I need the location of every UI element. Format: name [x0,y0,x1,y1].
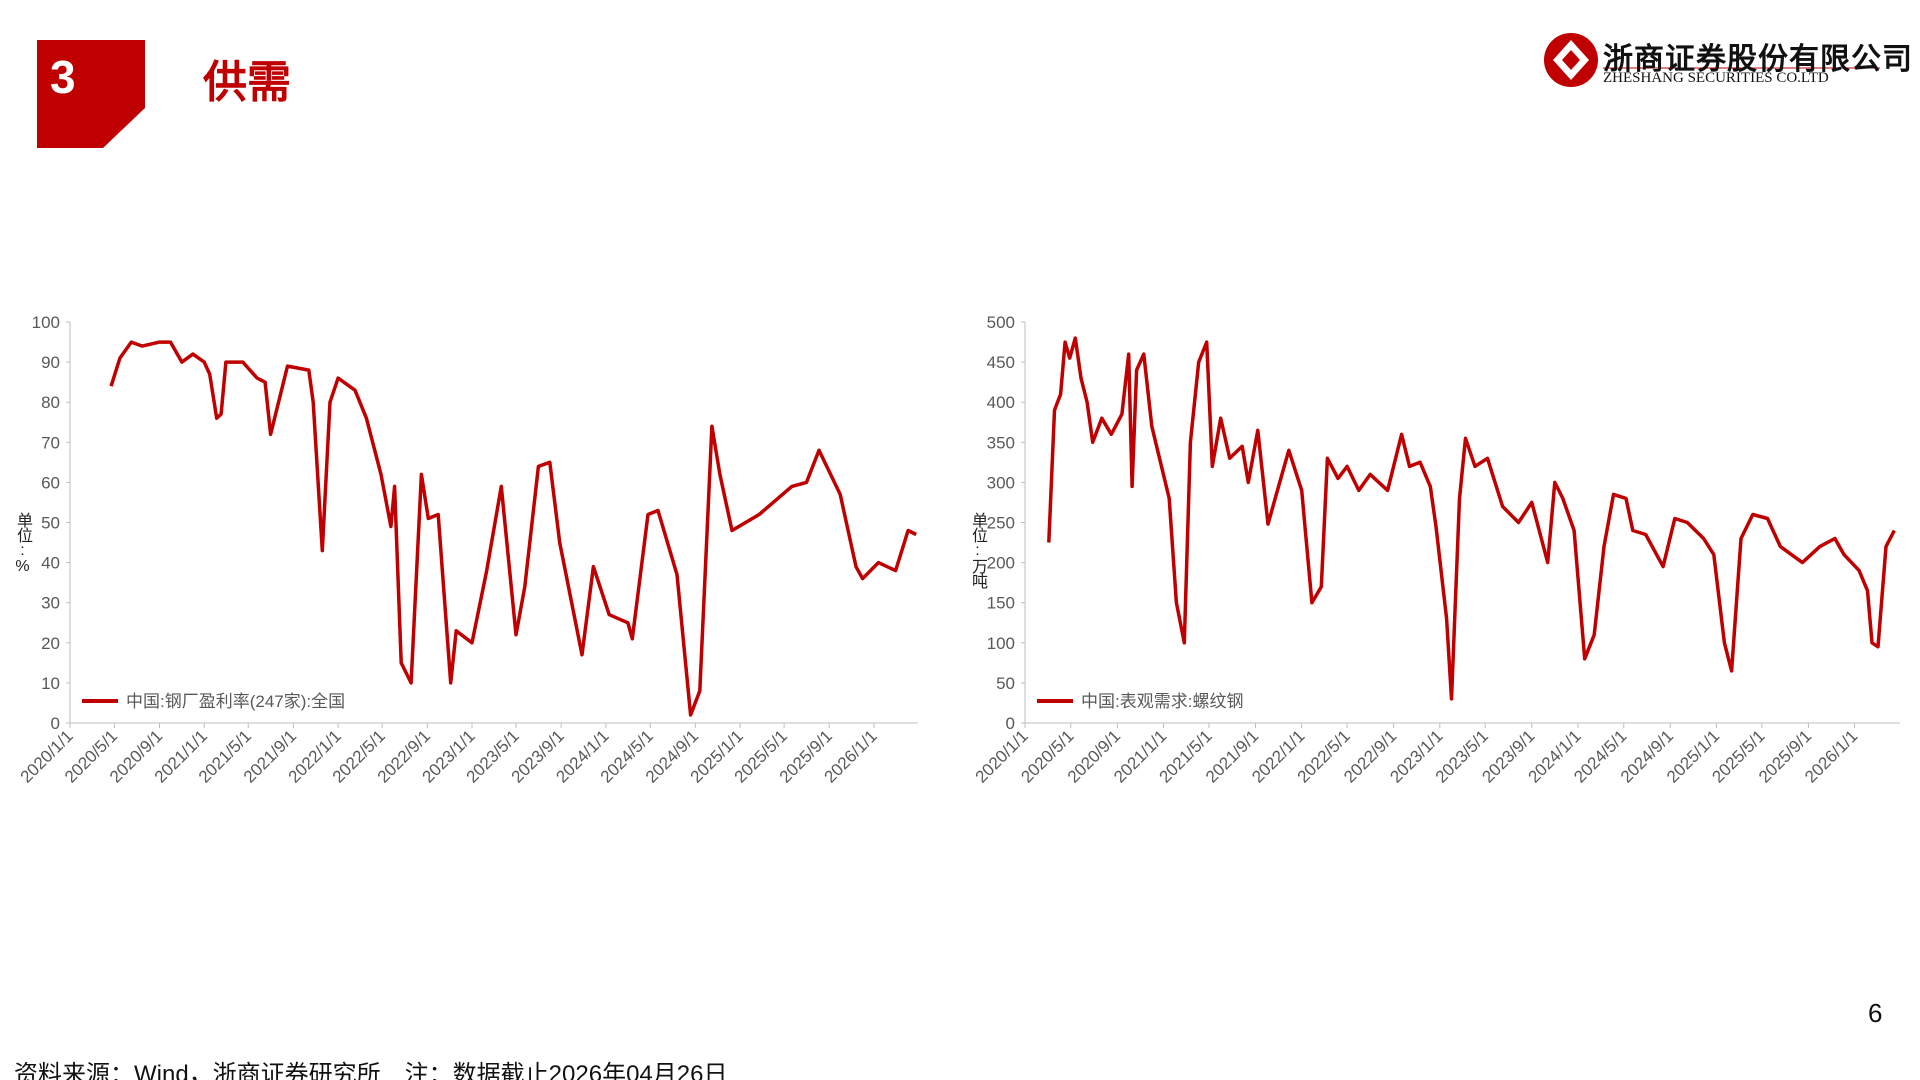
y-tick-label: 100 [32,313,60,332]
data-line [109,340,917,717]
company-name-en: ZHESHANG SECURITIES CO.LTD [1603,70,1829,86]
y-tick-label: 40 [41,554,60,573]
section-badge [37,40,145,148]
y-axis-label: 单位:万吨 [969,512,986,588]
y-tick-label: 500 [987,313,1015,332]
y-tick-label: 70 [41,433,60,452]
footer-source: 资料来源：Wind，浙商证券研究所 注：数据截止2026年04月26日 [14,1061,728,1080]
y-tick-label: 150 [987,594,1015,613]
y-axis-label: 单位:% [14,512,31,574]
y-tick-label: 400 [987,393,1015,412]
y-tick-label: 350 [987,433,1015,452]
y-tick-label: 0 [51,714,60,733]
y-tick-label: 300 [987,473,1015,492]
y-tick-label: 50 [41,514,60,533]
logo-mark [1553,40,1589,80]
y-tick-label: 100 [987,634,1015,653]
section-number: 3 [50,51,76,103]
company-name: 浙商证券股份有限公司 [1603,43,1913,76]
y-tick-label: 80 [41,393,60,412]
legend-label: 中国:钢厂盈利率(247家):全国 [126,692,345,711]
y-tick-label: 30 [41,594,60,613]
logo-circle [1544,33,1598,87]
y-tick-label: 90 [41,353,60,372]
y-tick-label: 250 [987,514,1015,533]
legend-label: 中国:表观需求:螺纹钢 [1081,692,1243,711]
y-tick-label: 20 [41,634,60,653]
data-line [1047,336,1896,701]
y-tick-label: 200 [987,554,1015,573]
y-tick-label: 450 [987,353,1015,372]
y-tick-label: 0 [1006,714,1015,733]
y-tick-label: 60 [41,473,60,492]
page-title: 供需 [203,58,291,107]
y-tick-label: 10 [41,674,60,693]
y-tick-label: 50 [996,674,1015,693]
page-number: 6 [1868,998,1883,1028]
